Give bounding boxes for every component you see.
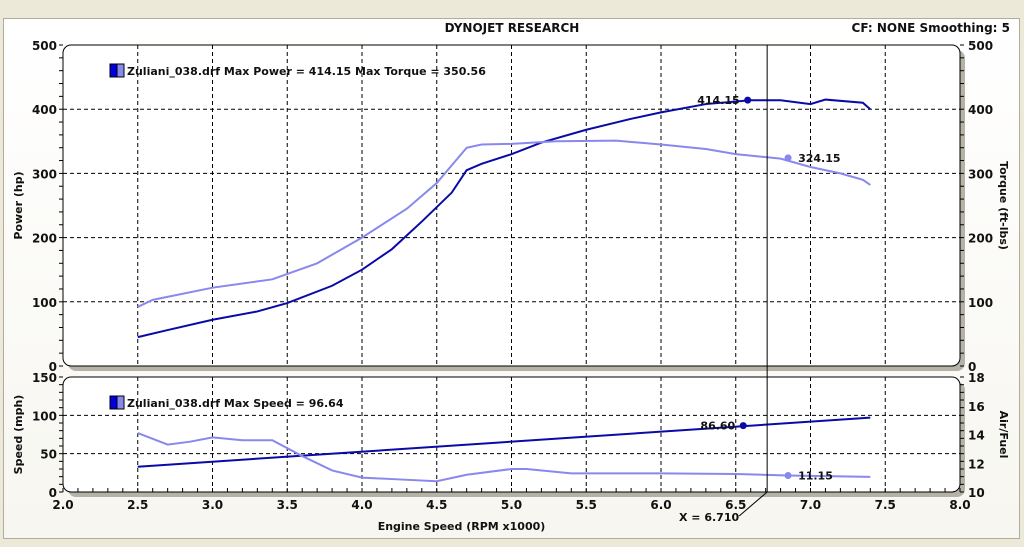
x-tick-label: 7.5 [875,498,896,512]
series-line-torque [137,139,871,308]
marker-torque [784,154,792,162]
legend-swatch-secondary [116,395,125,410]
y2-tick-label: 16 [968,400,985,414]
cursor-readout: X = 6.710 [679,511,739,524]
y2-tick-label: 12 [968,457,985,471]
x-tick-label: 4.5 [426,498,447,512]
y2-tick-label: 18 [968,371,985,385]
x-tick-label: 7.0 [800,498,821,512]
y-axis-label: Power (hp) [12,171,25,239]
legend-swatch-primary [109,63,118,78]
y-tick-label: 0 [49,486,57,500]
y2-axis-label: Torque (ft-lbs) [997,161,1010,250]
series-line-speed [137,416,871,468]
x-tick-label: 8.0 [949,498,970,512]
status-text: CF: NONE Smoothing: 5 [852,21,1010,35]
x-tick-label: 2.5 [127,498,148,512]
y2-tick-label: 100 [968,296,993,310]
marker-power [744,96,752,104]
marker-label-afr: 11.15 [798,469,833,482]
x-tick-label: 5.0 [501,498,522,512]
marker-label-torque: 324.15 [798,152,840,165]
x-tick-label: 6.0 [650,498,671,512]
y-axis-label: Speed (mph) [12,395,25,475]
x-tick-label: 5.5 [576,498,597,512]
marker-afr [784,471,792,479]
legend-text: Zuliani_038.drf Max Speed = 96.64 [127,397,344,410]
series-line-power [137,98,871,339]
y2-tick-label: 10 [968,486,985,500]
plot-area [62,44,961,367]
y2-tick-label: 500 [968,39,993,53]
x-tick-label: 6.5 [725,498,746,512]
y-tick-label: 150 [32,371,57,385]
cursor-leader [738,491,768,517]
y-tick-label: 100 [32,409,57,423]
marker-label-power: 414.15 [697,94,739,107]
x-tick-label: 2.0 [52,498,73,512]
y2-tick-label: 400 [968,103,993,117]
y-tick-label: 400 [32,103,57,117]
x-tick-label: 4.0 [351,498,372,512]
y2-tick-label: 14 [968,429,985,443]
series-line-afr [137,432,871,483]
legend-swatch-primary [109,395,118,410]
marker-label-speed: 86.60 [700,420,735,433]
y-tick-label: 500 [32,39,57,53]
y2-tick-label: 0 [968,360,976,374]
chart-title: DYNOJET RESEARCH [445,21,580,35]
legend-swatch-secondary [116,63,125,78]
marker-speed [739,422,747,430]
legend-text: Zuliani_038.drf Max Power = 414.15 Max T… [127,65,486,78]
y-tick-label: 50 [40,448,57,462]
y-tick-label: 200 [32,232,57,246]
y-tick-label: 100 [32,296,57,310]
y2-tick-label: 300 [968,167,993,181]
x-tick-label: 3.5 [277,498,298,512]
x-tick-label: 3.0 [202,498,223,512]
x-axis-label: Engine Speed (RPM x1000) [378,520,546,533]
y-tick-label: 0 [49,360,57,374]
y2-tick-label: 200 [968,232,993,246]
y-tick-label: 300 [32,167,57,181]
y2-axis-label: Air/Fuel [997,411,1010,459]
